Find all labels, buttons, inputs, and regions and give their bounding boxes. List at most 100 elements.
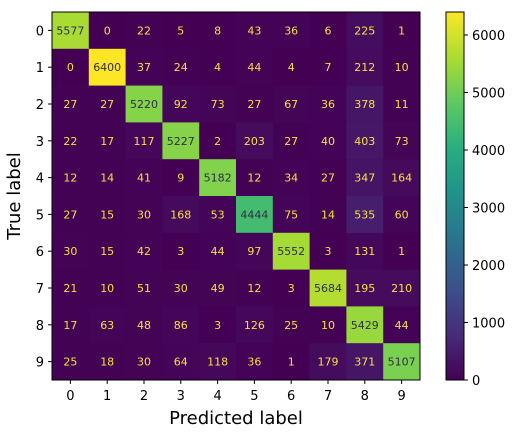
y-tick-label: 5 [36,208,44,223]
cell-value-label: 64 [174,356,188,369]
cell-value-label: 67 [284,98,298,111]
heatmap-cell [199,269,237,307]
cell-value-label: 37 [137,61,151,74]
heatmap-cell [162,48,200,87]
cell-value-label: 3 [325,245,332,258]
heatmap-cell [52,269,90,307]
heatmap-cell [125,196,163,234]
cell-value-label: 25 [284,319,298,332]
heatmap-cell [88,48,127,87]
heatmap-cell [199,12,237,50]
y-tick-label: 4 [36,172,44,187]
heatmap-cell [162,12,200,50]
heatmap-cell [199,232,237,271]
heatmap-cell [272,269,311,307]
cell-value-label: 12 [63,172,77,185]
cell-value-label: 44 [211,245,225,258]
cell-value-label: 3 [288,282,295,295]
cell-value-label: 30 [174,282,188,295]
x-tick-label: 9 [397,389,405,404]
heatmap-cell [346,12,384,50]
heatmap-cell [272,85,311,123]
heatmap-cell [383,12,421,50]
heatmap-cell [125,12,163,50]
cell-value-label: 179 [318,356,339,369]
y-axis: 0 1 2 3 4 5 6 7 8 9 [36,24,52,371]
cell-value-label: 378 [354,98,375,111]
cell-value-label: 44 [247,61,261,74]
cell-value-label: 21 [63,282,77,295]
x-axis-title: Predicted label [169,408,303,429]
heatmap-cell [236,232,274,271]
heatmap-cell [383,122,421,160]
heatmap-cell [88,85,127,123]
y-tick-label: 9 [36,356,44,371]
heatmap-cell [272,343,311,381]
cell-value-label: 36 [247,356,261,369]
x-tick-label: 7 [324,389,332,404]
x-tick-label: 8 [361,389,369,404]
heatmap-cell [162,232,200,271]
cell-value-label: 4444 [240,208,268,221]
heatmap-cell [346,196,384,234]
heatmap-cell [272,306,311,344]
y-tick-label: 0 [36,24,44,39]
cell-value-label: 25 [63,356,77,369]
heatmap-cell [162,85,200,123]
cell-value-label: 40 [321,135,335,148]
cell-value-label: 347 [354,172,375,185]
heatmap-cell [125,306,163,344]
heatmap-cell [346,159,384,197]
heatmap-cell [309,269,347,307]
heatmap-cell [125,232,163,271]
heatmap-cell [346,48,384,87]
y-tick-label: 2 [36,98,44,113]
heatmap-cell [272,12,311,50]
heatmap-cell [52,122,90,160]
cell-value-label: 22 [63,135,77,148]
heatmap-cell [52,48,90,87]
heatmap-cell [309,232,347,271]
heatmap-cell [383,232,421,271]
heatmap-cell [88,269,127,307]
cell-value-label: 60 [395,208,409,221]
cell-value-label: 6400 [93,61,121,74]
heatmap-cell [52,306,90,344]
cell-value-label: 1 [398,24,405,37]
heatmap-cell [383,48,421,87]
cell-value-label: 7 [325,61,332,74]
cell-value-label: 0 [67,61,74,74]
heatmap-cell [199,343,237,381]
cell-value-label: 44 [395,319,409,332]
colorbar-tick-label: 2000 [472,259,505,274]
x-tick-label: 4 [213,389,221,404]
cell-value-label: 0 [104,24,111,37]
heatmap-cell [346,232,384,271]
heatmap-cell [88,232,127,271]
cell-value-label: 63 [100,319,114,332]
colorbar-ticks: 0 1000 2000 3000 4000 5000 6000 [464,29,505,389]
x-tick-label: 2 [140,389,148,404]
heatmap-cell [52,159,90,197]
colorbar-tick-label: 6000 [472,29,505,44]
x-tick-label: 3 [177,389,185,404]
y-tick-label: 6 [36,245,44,260]
cell-value-label: 24 [174,61,188,74]
colorbar-tick-label: 3000 [472,202,505,217]
cell-value-label: 27 [63,98,77,111]
heatmap-cell [272,122,311,160]
heatmap-cell [199,306,237,344]
heatmap-cell [162,269,200,307]
cell-value-label: 5220 [130,98,158,111]
cell-value-label: 8 [214,24,221,37]
heatmap-cell [309,306,347,344]
cell-value-label: 5182 [204,172,232,185]
x-axis: 0 1 2 3 4 5 6 7 8 9 [66,380,406,404]
cell-value-label: 203 [244,135,265,148]
cell-value-label: 36 [284,24,298,37]
x-tick-label: 0 [66,389,74,404]
heatmap-cell [125,343,163,381]
cell-value-label: 5684 [314,282,342,295]
y-axis-title: True label [4,152,25,241]
heatmap-cell [272,196,311,234]
